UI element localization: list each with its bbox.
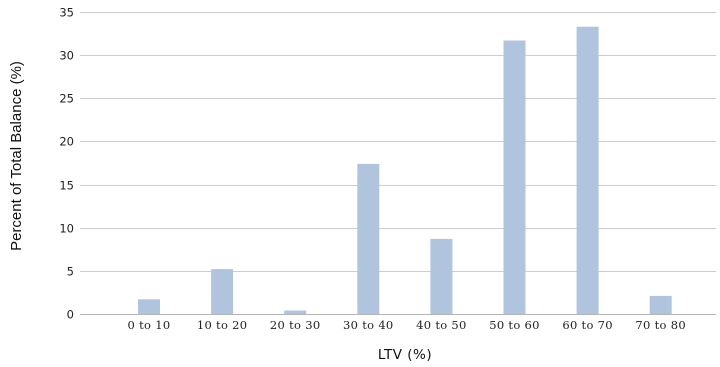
y-tick-label: 10: [59, 222, 74, 236]
y-tick-label: 5: [67, 265, 74, 279]
x-axis-ticks: 0 to 10 10 to 20 20 to 30 30 to 40 40 to 50 5…: [128, 318, 686, 332]
y-axis-title: Percent of Total Balance (%): [8, 61, 25, 251]
y-axis-ticks: 0 5 10 15 20 25 30 35: [59, 6, 74, 322]
x-tick-label: 30 to 40: [343, 318, 394, 332]
y-tick-label: 20: [59, 135, 74, 149]
y-tick-label: 25: [59, 92, 74, 106]
gridlines: [80, 12, 716, 315]
bars: [138, 26, 672, 314]
bar-50-to-60: [503, 40, 526, 314]
bar-40-to-50: [430, 238, 453, 314]
x-tick-label: 70 to 80: [635, 318, 686, 332]
x-tick-label: 0 to 10: [128, 318, 171, 332]
bar-10-to-20: [211, 269, 234, 314]
x-tick-label: 50 to 60: [489, 318, 540, 332]
x-tick-label: 60 to 70: [562, 318, 613, 332]
y-tick-label: 30: [59, 49, 74, 63]
x-tick-label: 20 to 30: [270, 318, 321, 332]
y-tick-label: 0: [67, 308, 74, 322]
y-tick-label: 35: [59, 6, 74, 20]
bar-0-to-10: [138, 299, 160, 314]
bar-20-to-30: [284, 310, 307, 314]
bar-60-to-70: [576, 26, 599, 314]
bar-30-to-40: [357, 163, 380, 314]
y-tick-label: 15: [59, 179, 74, 193]
bar-70-to-80: [649, 295, 672, 314]
x-tick-label: 40 to 50: [416, 318, 467, 332]
x-axis-title: LTV (%): [378, 347, 432, 363]
x-tick-label: 10 to 20: [197, 318, 248, 332]
